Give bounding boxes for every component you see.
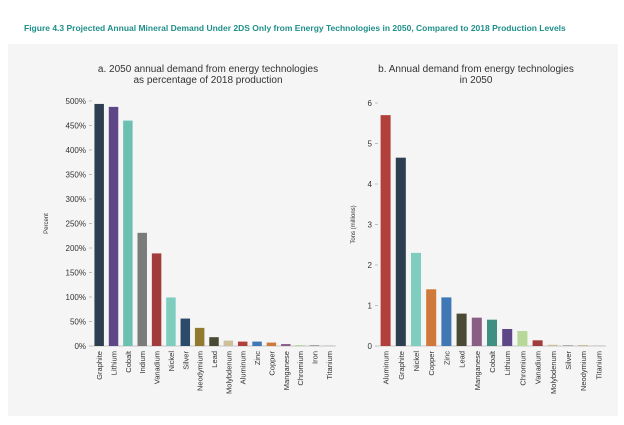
x-tick-label: Lead [210, 351, 219, 368]
x-tick-label: Aluminum [382, 351, 391, 384]
x-tick-label: Lead [458, 351, 467, 368]
x-tick-label: Titanium [325, 351, 334, 379]
x-tick-label: Neodymium [579, 351, 588, 391]
bar [267, 343, 276, 346]
bar [396, 158, 406, 346]
chart-title: in 2050 [460, 75, 493, 86]
x-tick-label: Lithium [503, 351, 512, 375]
bar [152, 253, 161, 346]
bar [281, 344, 290, 346]
x-tick-label: Iron [310, 351, 319, 364]
y-axis-label: Tons (millions) [351, 205, 357, 243]
x-tick-label: Graphite [397, 351, 406, 380]
x-tick-label: Neodymium [196, 351, 205, 391]
y-tick-label: 6 [368, 99, 373, 108]
bar [195, 328, 204, 346]
x-tick-label: Vanadium [153, 351, 162, 384]
x-tick-label: Chromium [296, 351, 305, 386]
bar [517, 331, 527, 346]
y-tick-label: 300% [66, 195, 86, 204]
bar [457, 314, 467, 346]
x-tick-label: Lithium [110, 351, 119, 375]
x-tick-label: Chromium [518, 351, 527, 386]
bar [94, 104, 103, 346]
y-tick-label: 1 [368, 302, 373, 311]
chart-title: as percentage of 2018 production [134, 75, 283, 86]
bar [166, 297, 175, 346]
x-tick-label: Aluminum [239, 351, 248, 384]
y-tick-label: 450% [66, 122, 86, 131]
y-tick-label: 200% [66, 244, 86, 253]
bar [548, 345, 558, 346]
y-axis-label: Percent [44, 213, 50, 234]
x-tick-label: Titanium [594, 351, 603, 379]
y-tick-label: 150% [66, 269, 86, 278]
bar [209, 337, 218, 346]
bar [137, 233, 146, 346]
bar [472, 318, 482, 346]
bar [123, 121, 132, 346]
y-tick-label: 5 [368, 140, 373, 149]
chart-title: b. Annual demand from energy technologie… [378, 64, 574, 75]
y-tick-label: 0 [368, 342, 373, 351]
figure-title: Figure 4.3 Projected Annual Mineral Dema… [24, 23, 566, 33]
bar [441, 297, 451, 346]
bar [533, 340, 543, 346]
x-tick-label: Manganese [282, 351, 291, 390]
bar [295, 345, 304, 346]
bar [563, 345, 573, 346]
y-tick-label: 350% [66, 171, 86, 180]
bar [381, 115, 391, 346]
x-tick-label: Cobalt [124, 350, 133, 373]
bar [411, 253, 421, 346]
y-tick-label: 3 [368, 221, 373, 230]
x-tick-label: Copper [267, 351, 276, 376]
x-tick-label: Nickel [167, 351, 176, 372]
chart-title: a. 2050 annual demand from energy techno… [98, 64, 318, 75]
x-tick-label: Silver [564, 351, 573, 370]
y-tick-label: 500% [66, 97, 86, 106]
bar [224, 341, 233, 346]
x-tick-label: Nickel [412, 351, 421, 372]
x-tick-label: Copper [427, 351, 436, 376]
bar [238, 342, 247, 346]
bar [502, 329, 512, 346]
y-tick-label: 100% [66, 293, 86, 302]
x-tick-label: Graphite [95, 351, 104, 380]
x-tick-label: Indium [138, 351, 147, 374]
x-tick-label: Molybdenum [549, 351, 558, 394]
y-tick-label: 4 [368, 180, 373, 189]
bar [310, 345, 319, 346]
y-tick-label: 50% [70, 318, 86, 327]
bar [487, 320, 497, 346]
bar [426, 289, 436, 346]
y-tick-label: 400% [66, 146, 86, 155]
x-tick-label: Zinc [253, 351, 262, 365]
x-tick-label: Molybdenum [224, 351, 233, 394]
bar [109, 107, 118, 346]
x-tick-label: Zinc [442, 351, 451, 365]
y-tick-label: 0% [74, 342, 86, 351]
bar [181, 319, 190, 346]
y-tick-label: 2 [368, 261, 373, 270]
bar [252, 342, 261, 346]
x-tick-label: Manganese [473, 351, 482, 390]
x-tick-label: Cobalt [488, 350, 497, 373]
x-tick-label: Vanadium [534, 351, 543, 384]
y-tick-label: 250% [66, 220, 86, 229]
x-tick-label: Silver [181, 351, 190, 370]
